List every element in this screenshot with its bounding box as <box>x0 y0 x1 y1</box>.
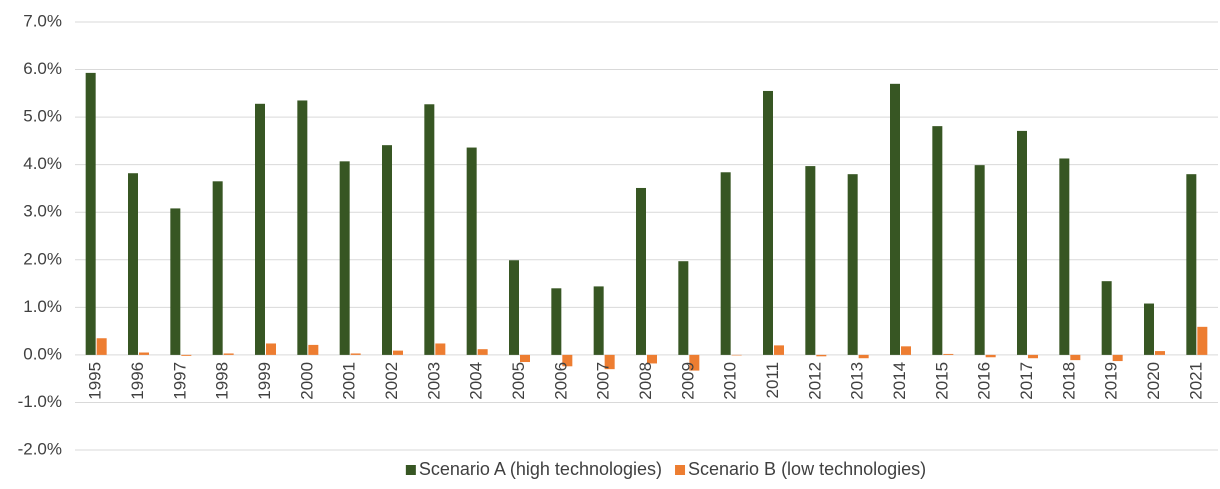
x-tick-label: 2001 <box>340 362 359 400</box>
legend-label: Scenario B (low technologies) <box>688 459 926 479</box>
x-tick-label: 2004 <box>467 362 486 400</box>
bar <box>890 83 900 355</box>
legend-swatch <box>675 465 686 475</box>
x-tick-label: 2020 <box>1144 362 1163 400</box>
bar <box>297 100 308 355</box>
x-tick-label: 2014 <box>890 362 909 400</box>
bar <box>139 352 149 355</box>
bar <box>520 354 530 363</box>
bar <box>393 350 403 355</box>
y-tick-label: -1.0% <box>18 392 62 411</box>
legend-label: Scenario A (high technologies) <box>419 459 662 479</box>
bar <box>424 104 435 355</box>
y-tick-label: 4.0% <box>23 154 62 173</box>
bar <box>858 354 869 359</box>
bar <box>816 354 827 357</box>
x-tick-label: 2013 <box>848 362 867 400</box>
bar <box>805 166 816 355</box>
x-tick-label: 2019 <box>1102 362 1121 400</box>
legend-swatch <box>405 465 416 475</box>
x-tick-label: 2016 <box>975 362 994 400</box>
bar <box>96 338 107 355</box>
bar <box>901 346 911 355</box>
bar <box>720 172 731 355</box>
bar <box>604 354 615 370</box>
bar <box>636 187 646 355</box>
bar <box>181 354 192 356</box>
bar <box>647 354 657 364</box>
x-tick-label: 2012 <box>805 362 824 400</box>
bar <box>731 354 742 356</box>
y-tick-label: 6.0% <box>23 59 62 78</box>
x-tick-label: 2007 <box>594 362 613 400</box>
bar <box>1197 326 1208 355</box>
bar <box>689 354 700 371</box>
bar <box>974 165 985 355</box>
bar <box>763 90 773 355</box>
bar <box>985 354 996 358</box>
bar <box>1155 351 1165 355</box>
bar <box>1028 354 1038 359</box>
bar <box>1059 158 1070 355</box>
bar <box>435 343 446 355</box>
bar <box>1070 354 1081 361</box>
x-tick-label: 2008 <box>636 362 655 400</box>
bar <box>943 353 954 355</box>
x-tick-label: 1997 <box>170 362 189 400</box>
bar <box>1144 303 1154 355</box>
x-tick-label: 1998 <box>213 362 232 400</box>
x-tick-label: 2003 <box>424 362 443 400</box>
bar <box>847 174 858 355</box>
bar <box>678 261 689 355</box>
bar <box>1186 174 1197 355</box>
bar <box>551 288 562 355</box>
x-tick-label: 2010 <box>721 362 740 400</box>
bar <box>466 147 477 355</box>
bar <box>223 353 234 355</box>
x-tick-label: 2011 <box>763 362 782 399</box>
x-tick-label: 2021 <box>1186 362 1205 400</box>
y-tick-label: 1.0% <box>23 297 62 316</box>
bar <box>932 126 943 355</box>
bar <box>509 260 519 355</box>
x-tick-label: 2000 <box>297 362 316 400</box>
x-tick-label: 2015 <box>932 362 951 400</box>
bar <box>562 354 573 367</box>
y-tick-label: 2.0% <box>23 249 62 268</box>
bar <box>774 345 784 355</box>
x-tick-label: 2006 <box>551 362 570 400</box>
bar <box>593 286 604 355</box>
y-tick-label: 3.0% <box>23 202 62 221</box>
y-tick-label: 5.0% <box>23 107 62 126</box>
x-tick-label: 1999 <box>255 362 274 400</box>
bar <box>170 208 181 355</box>
bar <box>350 353 361 355</box>
bar <box>382 145 392 355</box>
x-tick-label: 2005 <box>509 362 528 400</box>
bar <box>85 72 96 355</box>
bar <box>212 181 223 355</box>
x-tick-label: 1996 <box>128 362 147 400</box>
y-tick-label: 7.0% <box>23 11 62 30</box>
bar <box>1112 354 1123 362</box>
bar <box>308 344 319 355</box>
x-tick-label: 1995 <box>86 362 105 400</box>
bar <box>255 103 265 355</box>
y-tick-label: 0.0% <box>23 344 62 363</box>
x-tick-label: 2002 <box>382 362 401 400</box>
bar <box>477 349 488 355</box>
x-tick-label: 2018 <box>1059 362 1078 400</box>
bar <box>339 161 350 355</box>
y-tick-label: -2.0% <box>18 439 62 458</box>
x-tick-label: 2009 <box>678 362 697 400</box>
bar <box>1017 130 1027 355</box>
x-tick-label: 2017 <box>1017 362 1036 400</box>
bar <box>266 343 276 355</box>
bar <box>128 173 138 355</box>
bar <box>1101 281 1112 355</box>
